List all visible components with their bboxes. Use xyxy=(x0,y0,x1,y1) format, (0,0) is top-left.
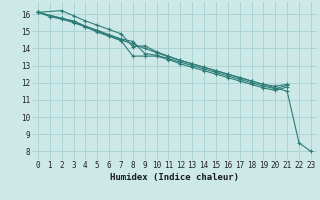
X-axis label: Humidex (Indice chaleur): Humidex (Indice chaleur) xyxy=(110,173,239,182)
